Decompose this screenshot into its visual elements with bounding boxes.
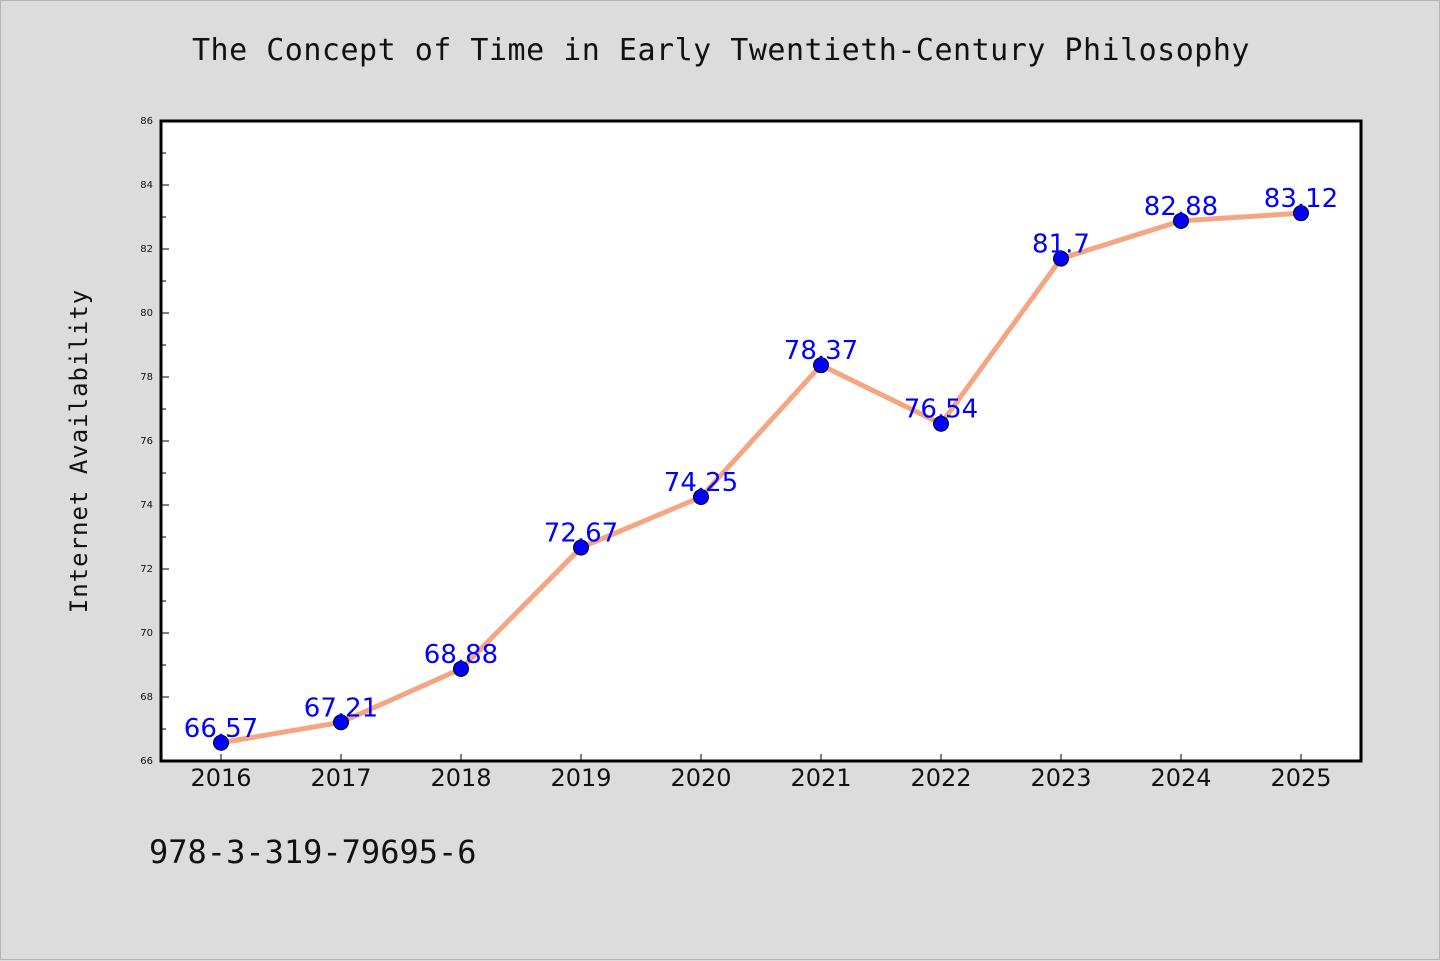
y-tick-label: 82 — [140, 244, 153, 255]
x-tick-label: 2016 — [190, 764, 251, 792]
data-point — [573, 539, 589, 556]
data-point — [1293, 205, 1309, 222]
x-tick-label: 2019 — [550, 764, 611, 792]
data-point — [213, 734, 229, 751]
data-label: 74.25 — [664, 468, 738, 498]
data-label: 76.54 — [904, 395, 978, 425]
y-tick-label: 68 — [140, 692, 153, 703]
data-point — [1173, 212, 1189, 229]
y-tick-label: 78 — [140, 372, 153, 383]
x-tick-label: 2018 — [430, 764, 491, 792]
isbn-text: 978-3-319-79695-6 — [149, 833, 477, 871]
data-label: 82.88 — [1144, 192, 1218, 222]
data-point — [453, 660, 469, 677]
y-tick-label: 80 — [140, 308, 153, 319]
y-tick-label: 76 — [140, 436, 153, 447]
chart-title: The Concept of Time in Early Twentieth-C… — [191, 33, 1250, 68]
data-point — [933, 415, 949, 432]
data-label: 72.67 — [544, 519, 618, 549]
data-label: 66.57 — [184, 714, 258, 744]
data-label: 83.12 — [1264, 184, 1338, 214]
data-label: 78.37 — [784, 336, 858, 366]
x-tick-label: 2023 — [1030, 764, 1091, 792]
x-tick-label: 2021 — [790, 764, 851, 792]
y-tick-label: 86 — [140, 116, 153, 127]
data-label: 68.88 — [424, 640, 498, 670]
y-tick-label: 70 — [140, 628, 153, 639]
data-point — [693, 489, 709, 505]
y-tick-label: 74 — [140, 500, 153, 511]
data-label: 81.7 — [1032, 230, 1090, 260]
y-tick-label: 84 — [140, 180, 153, 191]
x-tick-label: 2017 — [310, 764, 371, 792]
y-tick-label: 66 — [140, 756, 153, 767]
y-axis-label: Internet Availability — [65, 289, 93, 613]
x-tick-label: 2024 — [1150, 764, 1211, 792]
data-point — [813, 357, 829, 374]
data-point — [333, 714, 349, 731]
x-tick-label: 2025 — [1270, 764, 1331, 792]
x-tick-label: 2022 — [910, 764, 971, 792]
series-line — [218, 210, 1304, 746]
data-label: 67.21 — [304, 693, 378, 723]
data-point — [1053, 250, 1069, 267]
y-tick-label: 72 — [140, 564, 153, 575]
x-tick-label: 2020 — [670, 764, 731, 792]
